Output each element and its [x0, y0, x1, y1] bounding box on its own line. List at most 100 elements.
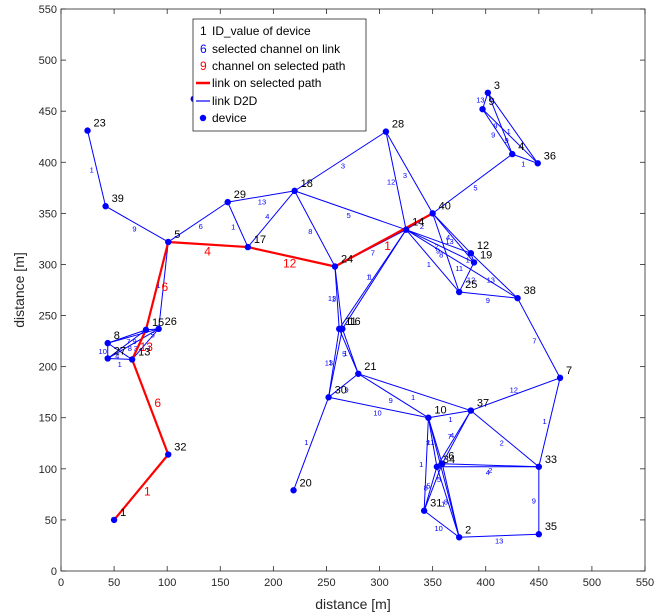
link-40-4 [432, 153, 513, 214]
link-channel-label: 8 [128, 344, 132, 353]
device-marker-8 [104, 339, 111, 347]
device-marker-21 [355, 370, 362, 377]
link-channel-label: 7 [448, 432, 452, 441]
device-marker-7 [556, 374, 564, 382]
device-label-32: 32 [174, 442, 186, 454]
link-channel-label: 1 [419, 460, 423, 469]
link-channel-label: 12 [387, 178, 395, 187]
device-label-29: 29 [234, 189, 246, 201]
device-label-8: 8 [114, 330, 120, 342]
x-tick-label: 450 [530, 577, 548, 589]
link-29-18 [227, 190, 295, 203]
link-channel-label: 9 [436, 247, 440, 256]
device-marker-18 [291, 187, 298, 195]
device-label-3: 3 [494, 80, 500, 92]
path-link-channel-label: 12 [283, 257, 297, 271]
device-label-7: 7 [566, 365, 572, 377]
devices: 1234567891011121314151617181920212223242… [84, 80, 572, 541]
link-28-40 [385, 131, 434, 214]
link-39-5 [105, 205, 169, 243]
link-channel-label: 2 [420, 222, 424, 231]
link-channel-label: 5 [347, 211, 351, 220]
device-label-24: 24 [341, 253, 353, 265]
link-3-36 [487, 92, 539, 164]
legend-label-path-line: link on selected path [212, 76, 321, 90]
link-channel-label: 3 [341, 161, 345, 170]
device-marker-6 [438, 460, 446, 467]
link-channel-label: 4 [115, 351, 119, 360]
link-channel-label: 7 [426, 439, 430, 448]
device-marker-23 [84, 127, 91, 134]
device-label-12: 12 [477, 240, 489, 252]
device-label-21: 21 [364, 361, 376, 373]
link-18-17 [247, 190, 295, 248]
legend-device-marker [199, 114, 207, 122]
path-link-channel-label: 1 [144, 484, 151, 498]
link-12-38 [470, 252, 518, 299]
link-channel-label: 1 [366, 272, 370, 281]
link-channel-label: 9 [389, 396, 393, 405]
device-marker-10 [425, 414, 432, 421]
path-link-5-17 [168, 240, 248, 249]
device-marker-32 [165, 451, 172, 458]
link-channel-label: 1 [328, 358, 332, 367]
link-7-37 [470, 377, 561, 412]
link-channel-label: 7 [371, 249, 375, 258]
legend-label-id: ID_value of device [212, 24, 311, 38]
link-29-17 [227, 201, 249, 248]
device-label-10: 10 [434, 405, 446, 417]
legend-glyph-id: 1 [200, 24, 207, 38]
device-label-5: 5 [174, 229, 180, 241]
link-channel-label: 8 [444, 498, 448, 507]
y-axis-label: distance [m] [11, 252, 27, 327]
link-9-36 [482, 108, 539, 164]
device-marker-15 [142, 326, 150, 334]
link-channel-label: 12 [510, 386, 518, 395]
device-label-25: 25 [465, 279, 477, 291]
link-10-34 [427, 417, 438, 467]
x-tick-label: 500 [583, 577, 601, 589]
link-channel-label: 1 [521, 159, 525, 168]
device-marker-1 [110, 516, 118, 524]
link-34-31 [423, 466, 438, 511]
device-marker-17 [244, 243, 252, 251]
device-label-33: 33 [545, 454, 557, 466]
link-21-37 [358, 373, 472, 412]
device-marker-35 [535, 531, 543, 538]
link-14-12 [405, 229, 472, 254]
x-tick-label: 300 [370, 577, 388, 589]
x-axis-label: distance [m] [315, 596, 390, 612]
device-marker-37 [467, 407, 475, 414]
link-6-2 [441, 463, 460, 538]
link-channel-label: 8 [308, 227, 312, 236]
legend-label-link-channel: selected channel on link [212, 42, 341, 56]
link-10-2 [427, 417, 460, 538]
device-label-11: 11 [345, 316, 356, 328]
legend-glyph-link-channel: 6 [200, 42, 207, 56]
link-channel-label: 3 [134, 344, 138, 353]
device-label-14: 14 [412, 217, 424, 229]
path-link-24-40 [334, 212, 434, 268]
link-channel-label: 10 [434, 524, 442, 533]
device-label-27: 27 [114, 345, 126, 357]
link-channel-label: 1 [332, 294, 336, 303]
link-channel-label: 2 [435, 242, 439, 251]
link-channel-label: 10 [99, 347, 107, 356]
device-marker-9 [479, 105, 486, 113]
device-marker-2 [455, 534, 463, 541]
link-channel-label: 4 [265, 212, 269, 221]
link-37-34 [436, 410, 472, 468]
link-channel-label: 5 [426, 481, 430, 490]
y-tick-label: 550 [39, 4, 57, 16]
device-marker-5 [165, 238, 172, 246]
link-channel-label: 7 [532, 336, 536, 345]
device-label-37: 37 [477, 398, 489, 410]
device-label-9: 9 [489, 96, 495, 108]
link-34-2 [436, 466, 460, 538]
device-marker-26 [155, 325, 162, 333]
y-tick-label: 250 [39, 311, 57, 323]
legend-label-path-channel: channel on selected path [212, 59, 345, 73]
link-channel-label: 9 [491, 130, 495, 139]
link-channel-label: 9 [532, 496, 536, 505]
